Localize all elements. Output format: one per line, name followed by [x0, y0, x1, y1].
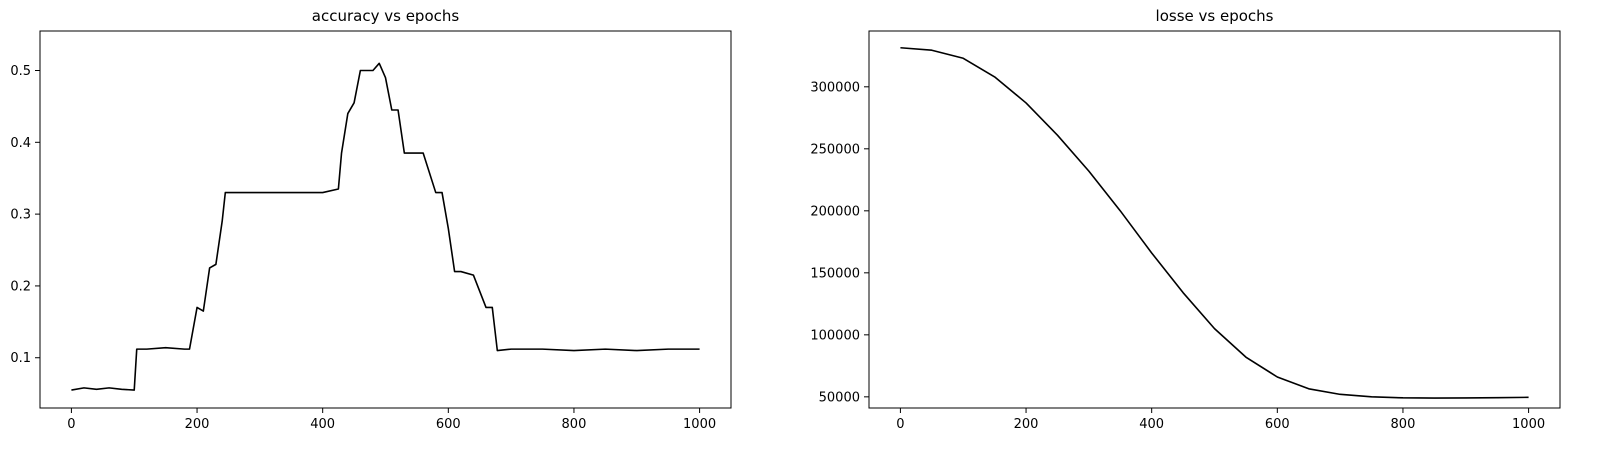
loss-plot-area	[868, 30, 1561, 409]
accuracy-chart: accuracy vs epochs 0 200 400 600 800 10000.10…	[10, 7, 732, 432]
loss-chart: losse vs epochs 0 200 400 600 800 1000 50000 10…	[810, 7, 1561, 432]
accuracy-chart-title: accuracy vs epochs	[312, 7, 460, 25]
loss-y-tick-label: 250000	[810, 142, 860, 157]
accuracy-x-tick-label: 400	[310, 417, 335, 432]
accuracy-y-tick-label: 0.5	[10, 64, 31, 79]
loss-x-tick-label: 200	[1014, 417, 1039, 432]
loss-x-tick-label: 800	[1391, 417, 1416, 432]
accuracy-y-tick-label: 0.3	[10, 208, 31, 223]
loss-chart-marks: 0 200 400 600 800 1000 50000 100000 150000 200000…	[810, 46, 1545, 432]
loss-chart-title: losse vs epochs	[1156, 7, 1274, 25]
loss-y-tick-label: 300000	[810, 80, 860, 95]
loss-y-tick-label: 50000	[819, 390, 860, 405]
accuracy-x-tick-label: 200	[185, 417, 210, 432]
loss-x-tick-label: 1000	[1512, 417, 1545, 432]
accuracy-x-tick-label: 800	[562, 417, 587, 432]
loss-x-tick-label: 0	[896, 417, 904, 432]
accuracy-y-tick-label: 0.2	[10, 279, 31, 294]
accuracy-y-tick-label: 0.4	[10, 136, 31, 151]
accuracy-series-line-0	[71, 62, 700, 391]
accuracy-chart-marks: 0 200 400 600 800 1000 0.1 0.2 0.3 0.4 0.5	[10, 62, 716, 432]
loss-y-tick-label: 150000	[810, 266, 860, 281]
accuracy-x-tick-label: 600	[436, 417, 461, 432]
accuracy-x-tick-label: 0	[67, 417, 75, 432]
accuracy-x-tick-label: 1000	[683, 417, 716, 432]
accuracy-plot-area	[39, 30, 732, 409]
loss-y-tick-label: 200000	[810, 204, 860, 219]
accuracy-y-tick-label: 0.1	[10, 351, 31, 366]
loss-series-line-0	[900, 46, 1529, 399]
loss-x-tick-label: 400	[1139, 417, 1164, 432]
loss-y-tick-label: 100000	[810, 328, 860, 343]
loss-x-tick-label: 600	[1265, 417, 1290, 432]
